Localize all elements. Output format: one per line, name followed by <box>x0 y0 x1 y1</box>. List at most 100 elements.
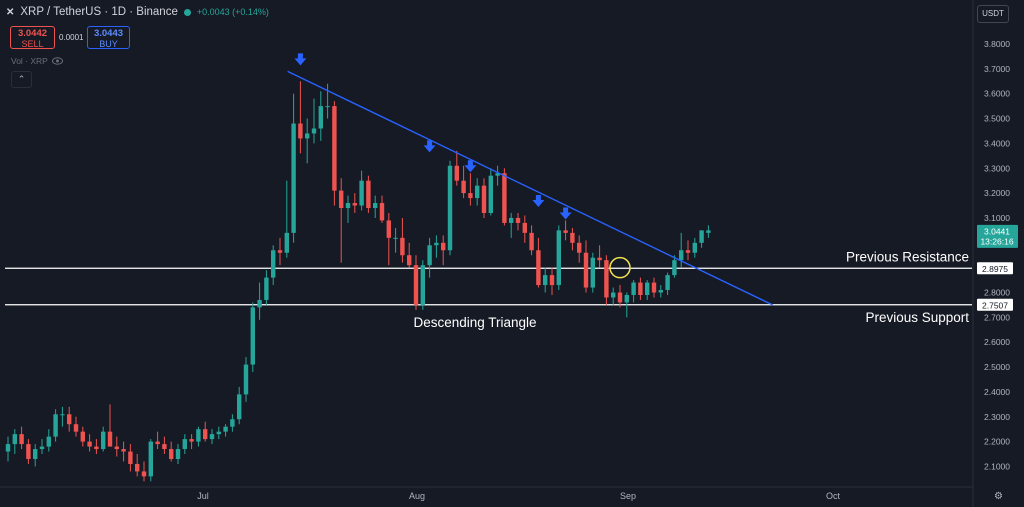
candle <box>400 237 405 256</box>
x-tick-label: Jul <box>197 491 209 501</box>
candle <box>209 434 215 440</box>
candle <box>427 245 432 266</box>
resistance-price-tag <box>977 262 1013 275</box>
buy-price: 3.0443 <box>93 28 124 39</box>
y-tick-label: 3.8000 <box>984 39 1010 49</box>
level-price-label: 2.7507 <box>982 300 1008 310</box>
candle <box>488 175 493 213</box>
y-tick-label: 3.4000 <box>984 138 1010 148</box>
chart-header: ✕ XRP / TetherUS · 1D · Binance +0.0043 … <box>6 6 269 18</box>
candle <box>33 449 38 459</box>
candle <box>386 220 391 238</box>
candle <box>257 299 262 308</box>
y-tick-label: 3.3000 <box>984 163 1010 173</box>
candle <box>611 292 616 298</box>
candle <box>441 242 446 251</box>
candle <box>277 250 283 253</box>
candle <box>529 232 534 251</box>
candle <box>128 451 133 464</box>
candle <box>481 185 487 213</box>
sell-label: SELL <box>21 39 44 49</box>
y-tick-label: 3.5000 <box>984 114 1010 124</box>
last-price-tag <box>977 224 1018 248</box>
resistance-annotation: Previous Resistance <box>846 249 969 264</box>
support-annotation: Previous Support <box>865 310 969 325</box>
candle <box>87 441 92 447</box>
down-arrow-icon <box>423 140 436 153</box>
candle <box>291 123 296 233</box>
y-tick-label: 2.6000 <box>984 337 1010 347</box>
candle <box>645 282 650 295</box>
candle <box>658 290 663 293</box>
candle <box>5 444 11 452</box>
candle <box>590 257 595 288</box>
candle <box>60 414 65 416</box>
candle <box>243 364 249 395</box>
candle <box>373 203 378 209</box>
xrp-logo-icon: ✕ <box>6 6 15 18</box>
candle <box>359 180 364 206</box>
candle <box>162 444 167 450</box>
candle <box>413 265 419 305</box>
candle <box>175 449 181 459</box>
candle <box>366 180 371 209</box>
candle <box>352 203 357 206</box>
candle <box>169 449 174 459</box>
candle <box>46 436 51 447</box>
candle <box>121 449 126 452</box>
y-tick-label: 2.4000 <box>984 387 1010 397</box>
y-tick-label: 2.7000 <box>984 312 1010 322</box>
candle <box>318 106 323 129</box>
volume-indicator[interactable]: Vol · XRP <box>11 56 63 66</box>
currency-select[interactable]: USDT <box>977 5 1009 23</box>
candle <box>583 252 589 288</box>
candle <box>196 429 201 442</box>
candle <box>182 439 187 450</box>
candle <box>223 426 228 432</box>
x-tick-label: Sep <box>620 491 636 501</box>
candle <box>189 439 194 442</box>
price-axis <box>973 0 1024 507</box>
sell-button[interactable]: 3.0442 SELL <box>10 26 55 49</box>
buy-label: BUY <box>99 39 118 49</box>
candle <box>298 123 303 139</box>
candle <box>706 230 711 233</box>
candle <box>39 446 45 450</box>
candle <box>141 471 147 477</box>
pattern-annotation: Descending Triangle <box>413 315 536 330</box>
price-change: +0.0043 (+0.14%) <box>196 7 269 17</box>
gear-icon[interactable]: ⚙ <box>994 491 1003 502</box>
y-tick-label: 3.2000 <box>984 188 1010 198</box>
candle <box>556 230 561 286</box>
y-tick-label: 2.3000 <box>984 412 1010 422</box>
market-open-icon <box>183 8 191 16</box>
candle <box>522 222 527 233</box>
candle <box>495 173 500 176</box>
eye-icon[interactable] <box>51 57 63 65</box>
candle <box>638 282 643 295</box>
y-tick-label: 2.5000 <box>984 362 1010 372</box>
candle <box>107 431 113 447</box>
candle <box>461 180 466 194</box>
candle <box>651 282 657 293</box>
candle <box>617 292 623 303</box>
breakout-circle <box>609 256 631 279</box>
candle <box>502 173 507 223</box>
candle <box>339 190 344 209</box>
candle <box>311 128 317 134</box>
candle <box>577 242 582 253</box>
candle <box>699 230 704 243</box>
candle <box>305 133 310 139</box>
candle <box>19 434 24 445</box>
buy-button[interactable]: 3.0443 BUY <box>87 26 130 49</box>
candle <box>12 434 17 445</box>
sell-price: 3.0442 <box>17 28 48 39</box>
chevron-up-icon[interactable]: ⌃ <box>11 71 32 88</box>
candle <box>665 275 670 291</box>
candle <box>94 446 99 450</box>
candle <box>230 419 235 427</box>
y-tick-label: 3.7000 <box>984 64 1010 74</box>
candle <box>543 275 548 286</box>
symbol-title[interactable]: XRP / TetherUS · 1D · Binance <box>20 6 178 18</box>
